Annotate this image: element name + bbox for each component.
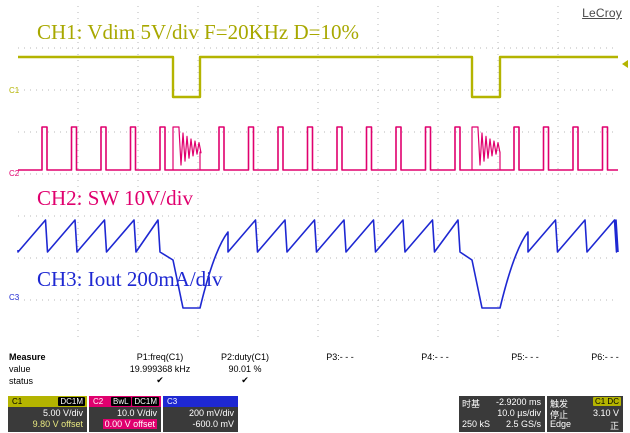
waveform-traces (17, 55, 619, 309)
timebase-rate: 2.5 GS/s (505, 419, 541, 429)
measure-status-label: status (9, 376, 34, 386)
c2-id: C2 (93, 397, 104, 406)
measure-p5-name[interactable]: P5:- - - (511, 352, 539, 362)
graticule (18, 6, 618, 342)
measure-p3-name[interactable]: P3:- - - (326, 352, 354, 362)
timebase-delay: -2.9200 ms (495, 397, 541, 407)
c1-descriptor[interactable]: C1 DC1M 5.00 V/div 9.80 V offset (8, 396, 87, 432)
lecroy-logo: LeCroy (582, 6, 622, 20)
measure-p1-name[interactable]: P1:freq(C1) (136, 352, 184, 362)
c1-offset: 9.80 V offset (32, 419, 83, 429)
c3-descriptor[interactable]: C3 200 mV/div -600.0 mV (163, 396, 238, 432)
c2-scale: 10.0 V/div (116, 408, 157, 418)
measure-p4-name[interactable]: P4:- - - (421, 352, 449, 362)
ch3-annotation: CH3: Iout 200mA/div (37, 267, 223, 291)
c2-level-marker[interactable]: C2 (9, 169, 20, 178)
c1-level-marker[interactable]: C1 (9, 86, 20, 95)
measure-p1-value: 19.999368 kHz (129, 364, 191, 374)
c1-id: C1 (12, 397, 23, 406)
measure-p1-status-icon: ✔ (156, 375, 164, 385)
c3-level-marker[interactable]: C3 (9, 293, 20, 302)
trigger-level-arrow-icon (622, 60, 628, 68)
trigger-descriptor[interactable]: 触发 C1 DC 停止 3.10 V Edge 正 (547, 396, 623, 432)
measure-panel: Measure value status P1:freq(C1) 19.9993… (0, 350, 630, 395)
c3-scale: 200 mV/div (188, 408, 234, 418)
c3-offset: -600.0 mV (192, 419, 234, 429)
measure-p2-name[interactable]: P2:duty(C1) (220, 352, 270, 362)
measure-value-label: value (9, 364, 31, 374)
c1-coupling: DC1M (58, 397, 85, 406)
c3-id: C3 (167, 397, 178, 406)
c2-bwl: BwL (111, 397, 131, 406)
ch1-annotation: CH1: Vdim 5V/div F=20KHz D=10% (37, 20, 359, 44)
c2-coupling: DC1M (132, 397, 159, 406)
trigger-slope: 正 (609, 421, 619, 431)
measure-p6-name[interactable]: P6:- - - (591, 352, 619, 362)
c2-offset: 0.00 V offset (102, 419, 157, 429)
measure-title: Measure (9, 352, 46, 362)
timebase-descriptor[interactable]: 时基 -2.9200 ms 10.0 µs/div 250 kS 2.5 GS/… (459, 396, 545, 432)
timebase-label: 时基 (462, 399, 481, 409)
measure-p2-status-icon: ✔ (241, 375, 249, 385)
c2-descriptor[interactable]: C2 BwL DC1M 10.0 V/div 0.00 V offset (89, 396, 161, 432)
timebase-samples: 250 kS (462, 419, 491, 429)
ch2-annotation: CH2: SW 10V/div (37, 186, 193, 210)
c1-scale: 5.00 V/div (42, 408, 83, 418)
trigger-label: 触发 (550, 399, 569, 409)
measure-p2-value: 90.01 % (228, 364, 262, 374)
trigger-type: Edge (550, 419, 572, 429)
channel-descriptor-bar: C1 DC1M 5.00 V/div 9.80 V offset C2 BwL … (0, 396, 630, 433)
trigger-mode: 停止 (550, 410, 569, 420)
trigger-source: C1 DC (592, 397, 621, 406)
waveform-display[interactable]: LeCroy CH1: Vdim 5V/div F=20KHz D=10% CH… (0, 0, 630, 348)
trigger-level: 3.10 V (592, 408, 619, 418)
timebase-per-div: 10.0 µs/div (497, 408, 541, 418)
